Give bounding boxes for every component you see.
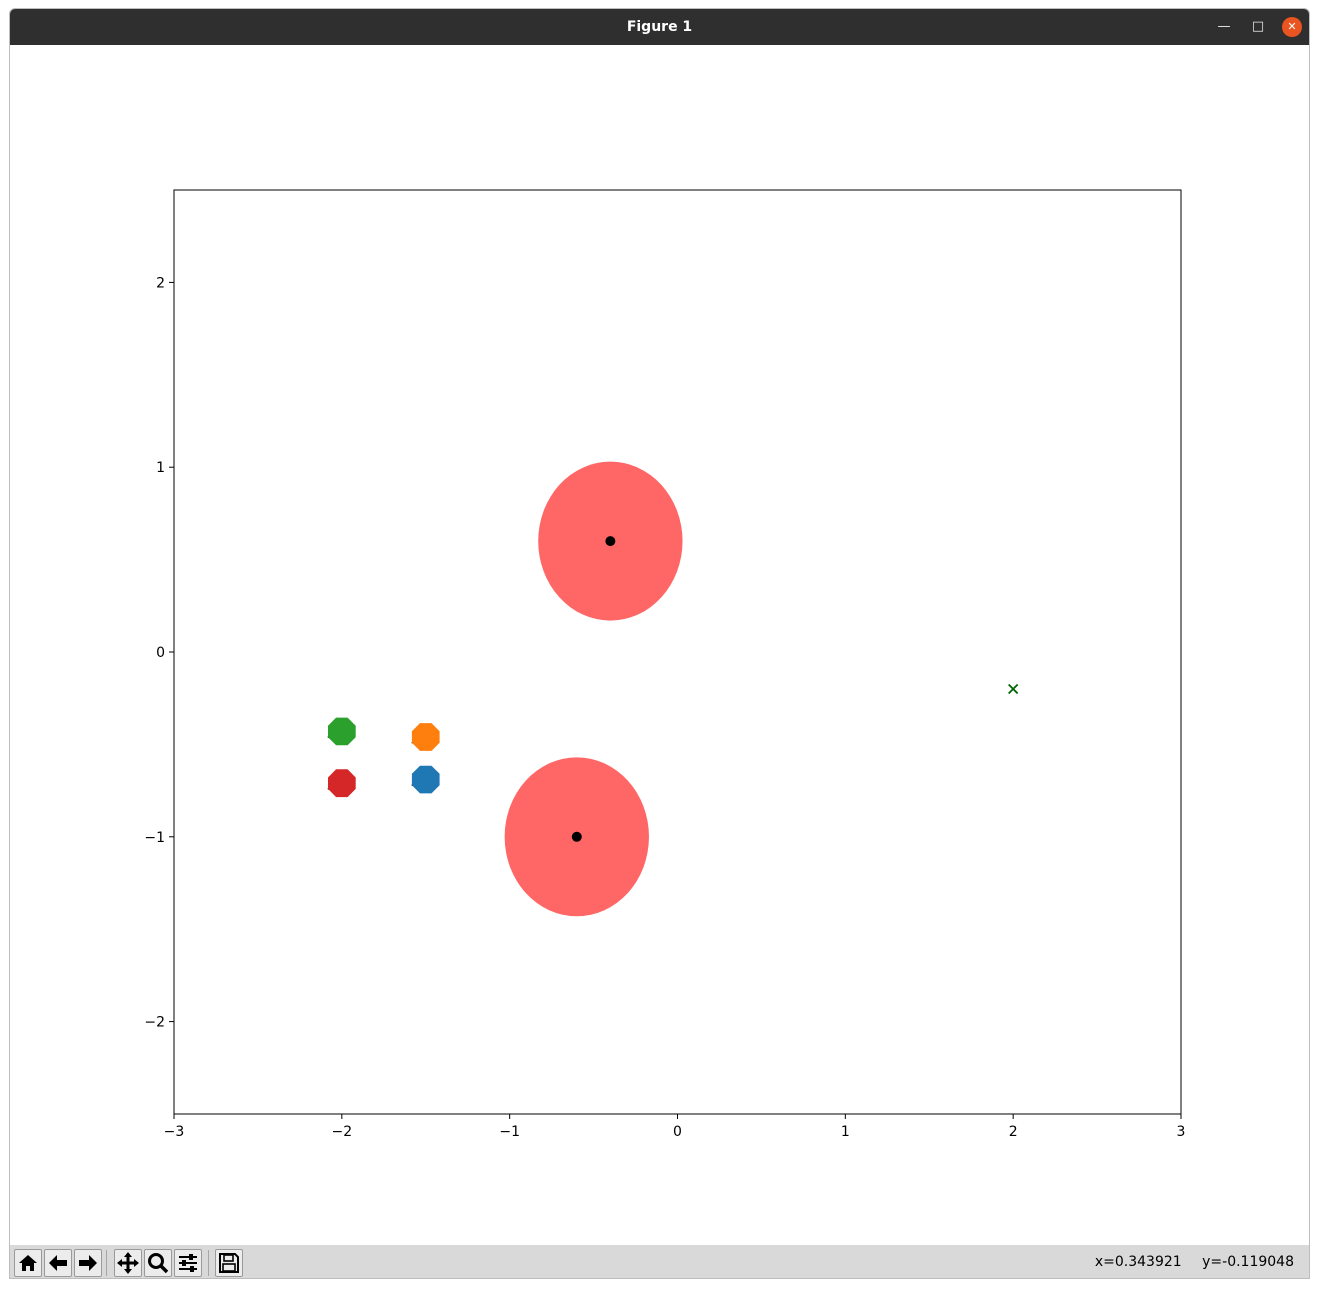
forward-button[interactable] [74, 1249, 102, 1277]
x-tick-label: −1 [499, 1124, 520, 1140]
goal-stroke [1008, 683, 1019, 695]
figure-window: Figure 1 — □ ✕ −3 −2 −1 0 1 2 3 −2 −1 0 1 2 [9, 8, 1310, 1279]
title-bar[interactable]: Figure 1 — □ ✕ [10, 9, 1309, 45]
coord-y-readout: y=-0.119048 [1202, 1254, 1294, 1270]
plot-canvas[interactable]: −3 −2 −1 0 1 2 3 −2 −1 0 1 2 [10, 45, 1310, 1245]
navigation-toolbar: x=0.343921 y=-0.119048 [10, 1245, 1309, 1278]
home-icon [19, 1255, 37, 1271]
x-tick-label: 2 [1009, 1124, 1018, 1140]
toolbar-separator [106, 1250, 107, 1276]
x-tick-label: −2 [332, 1124, 353, 1140]
y-tick-label: 2 [156, 275, 165, 291]
obstacle-center-1 [605, 536, 616, 547]
chart-svg[interactable]: −3 −2 −1 0 1 2 3 −2 −1 0 1 2 [10, 45, 1310, 1245]
home-button[interactable] [14, 1249, 42, 1277]
toolbar-separator [208, 1250, 209, 1276]
obstacle-center-2 [571, 831, 582, 842]
coord-x-readout: x=0.343921 [1094, 1254, 1182, 1270]
agent-4 [328, 769, 356, 798]
forward-icon [79, 1255, 97, 1271]
minimize-button[interactable]: — [1217, 19, 1231, 34]
y-tick-label: 1 [156, 460, 165, 476]
configure-subplots-icon [179, 1254, 197, 1272]
agent-1 [411, 765, 440, 794]
x-tick-label: −3 [164, 1124, 185, 1140]
back-button[interactable] [44, 1249, 72, 1277]
pan-button[interactable] [114, 1249, 142, 1277]
zoom-button[interactable] [144, 1249, 172, 1277]
x-tick-label: 0 [673, 1124, 682, 1140]
y-tick-label: −1 [144, 830, 165, 846]
close-button[interactable]: ✕ [1282, 17, 1302, 37]
save-button[interactable] [215, 1249, 243, 1277]
y-tick-label: −2 [144, 1015, 165, 1031]
back-icon [49, 1255, 67, 1271]
configure-subplots-button[interactable] [174, 1249, 202, 1277]
goal-marker [1008, 683, 1019, 695]
agent-3 [328, 717, 356, 746]
axes-frame [173, 189, 1182, 1115]
x-tick-label: 3 [1177, 1124, 1186, 1140]
maximize-button[interactable]: □ [1251, 19, 1265, 34]
y-tick-label: 0 [156, 645, 165, 661]
window-title: Figure 1 [626, 19, 693, 35]
save-icon [219, 1253, 239, 1273]
zoom-icon [148, 1253, 169, 1274]
x-tick-label: 1 [841, 1124, 850, 1140]
agent-2 [411, 723, 440, 751]
cursor-coordinates: x=0.343921 y=-0.119048 [1079, 1245, 1294, 1278]
pan-icon [117, 1252, 139, 1274]
